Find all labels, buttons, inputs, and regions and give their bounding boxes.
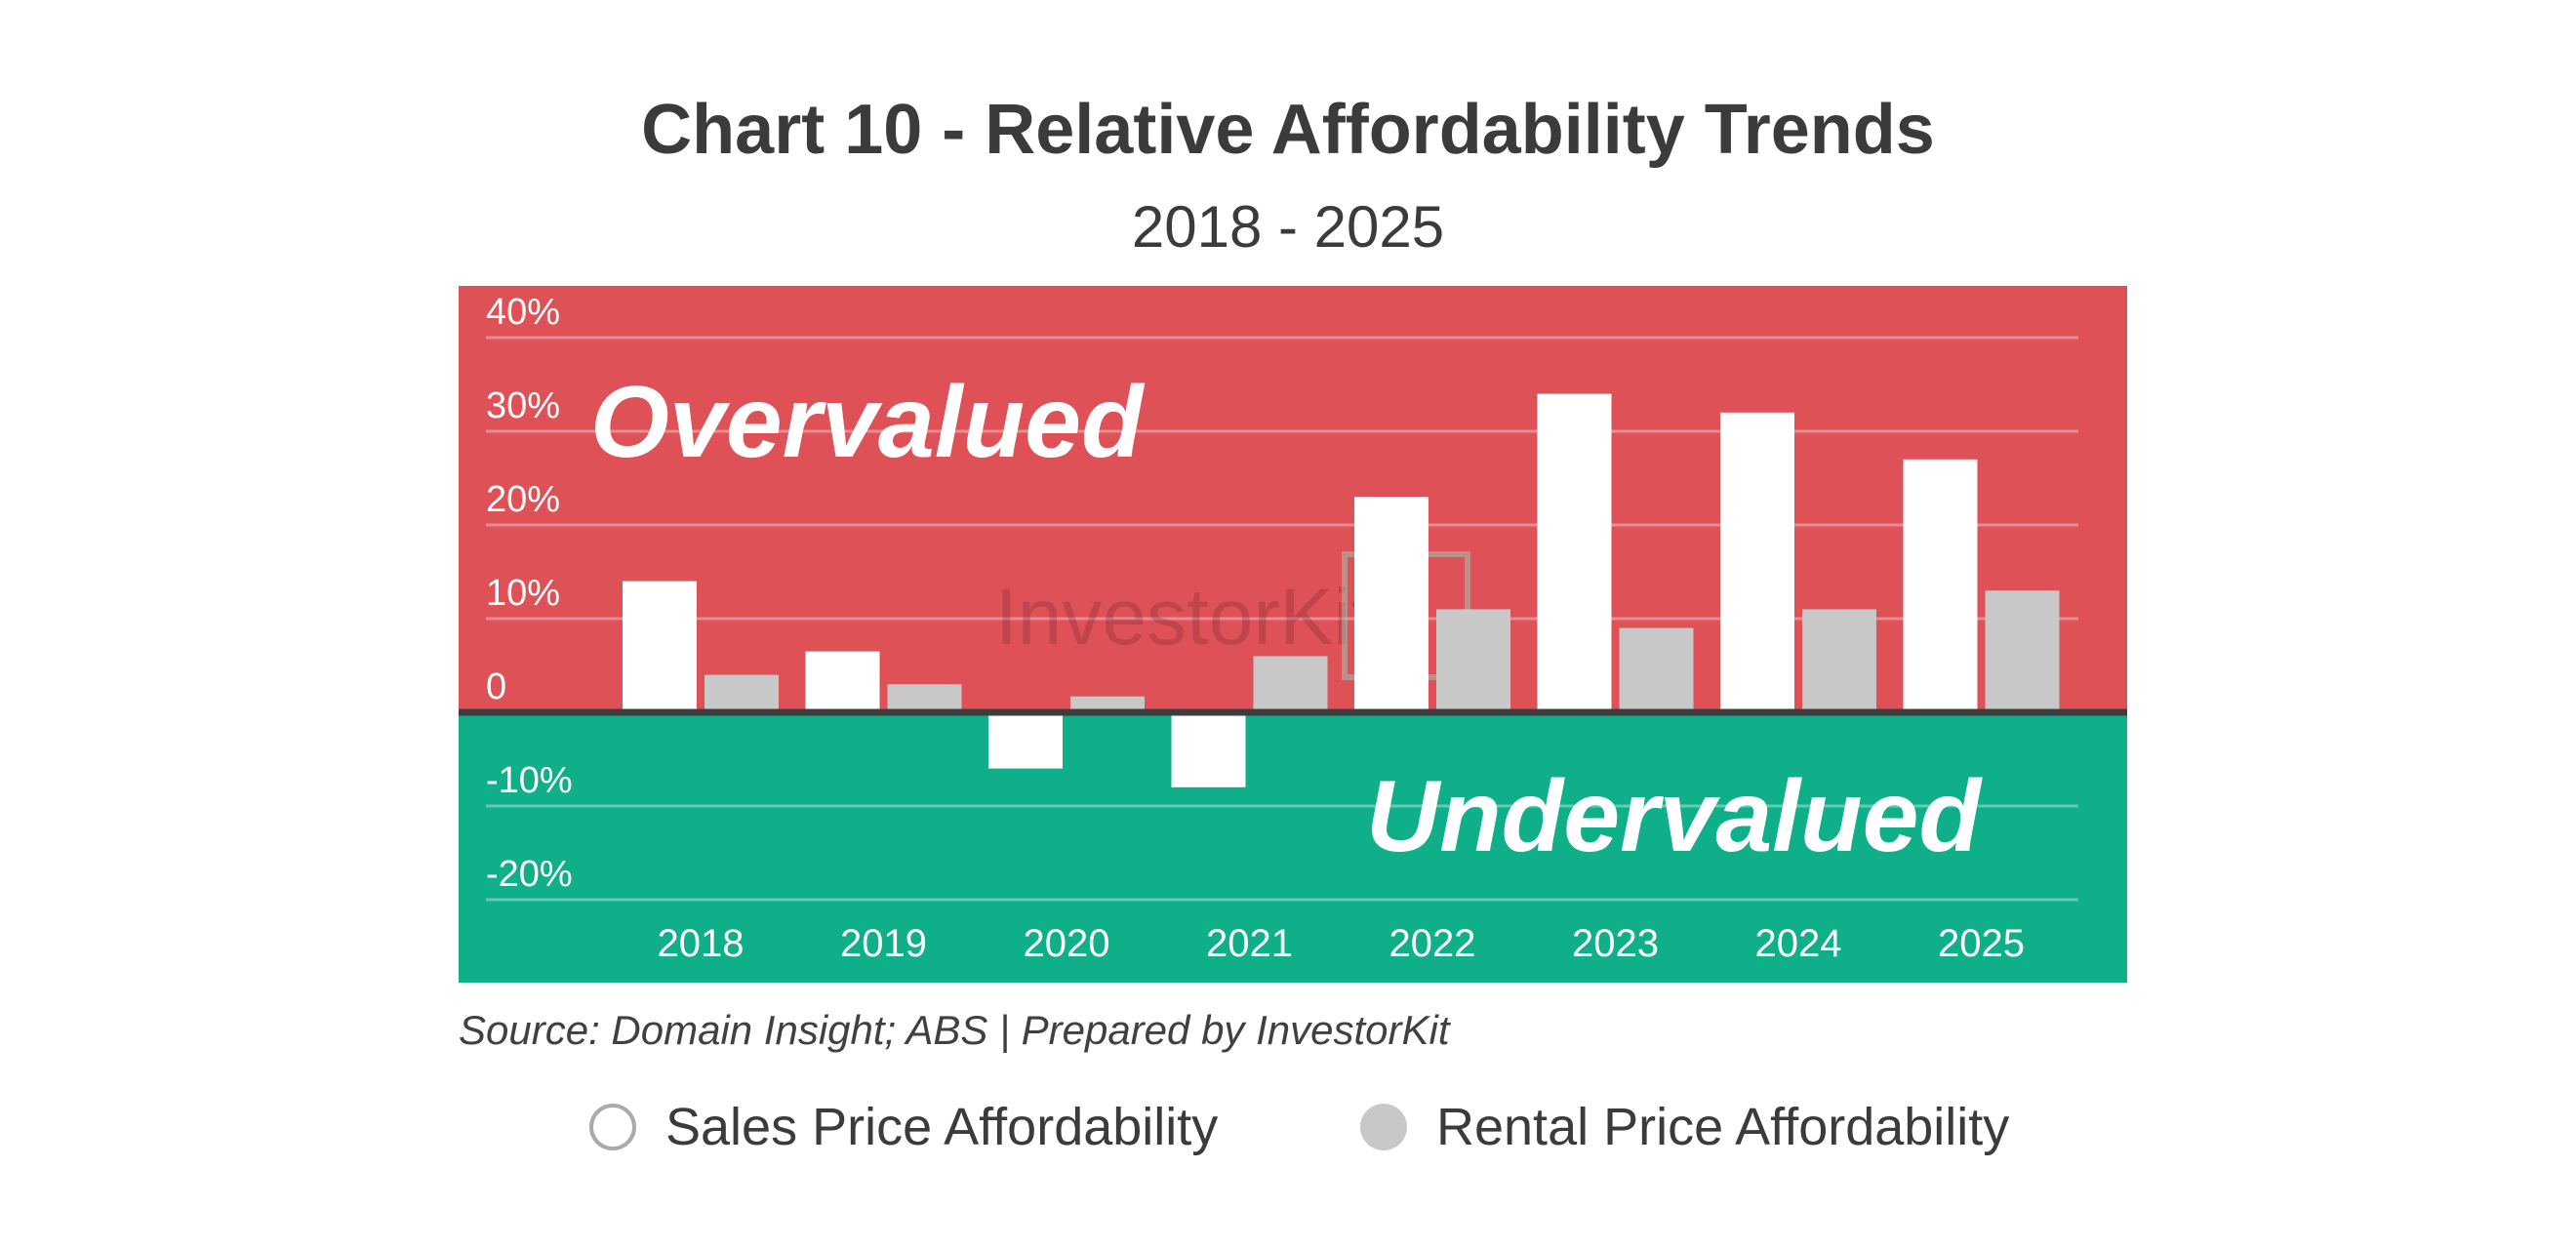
overvalued-label: Overvalued <box>590 366 1146 479</box>
legend-label-sales: Sales Price Affordability <box>665 1098 1219 1156</box>
y-tick-label: 0 <box>486 666 506 707</box>
sales-bar-2023 <box>1537 393 1612 712</box>
rental-bar-2018 <box>704 674 779 712</box>
rental-bar-2019 <box>887 684 962 712</box>
undervalued-label: Undervalued <box>1366 760 1983 873</box>
sales-bar-2020 <box>988 712 1063 769</box>
x-tick-label: 2018 <box>658 922 745 965</box>
rental-bar-2020 <box>1070 696 1145 712</box>
sales-bar-2018 <box>623 581 697 712</box>
circle-filled-icon <box>1360 1104 1407 1150</box>
chart-subtitle: 2018 - 2025 <box>1131 194 1445 260</box>
legend-label-rental: Rental Price Affordability <box>1436 1098 2010 1156</box>
rental-bar-2025 <box>1985 590 2060 712</box>
sales-bar-2024 <box>1720 412 1794 712</box>
rental-bar-2022 <box>1436 609 1510 712</box>
rental-bar-2024 <box>1802 609 1876 712</box>
undervalued-zone <box>459 712 2127 983</box>
y-tick-label: -20% <box>486 854 573 895</box>
y-tick-label: 10% <box>486 573 560 614</box>
x-tick-label: 2019 <box>840 922 927 965</box>
x-tick-label: 2024 <box>1755 922 1842 965</box>
sales-bar-2019 <box>805 651 880 712</box>
rental-bar-2021 <box>1253 656 1328 712</box>
sales-bar-2021 <box>1171 712 1246 787</box>
y-tick-label: 20% <box>486 479 560 520</box>
sales-bar-2025 <box>1903 459 1978 712</box>
legend-item-rental: Rental Price Affordability <box>1360 1093 2009 1161</box>
y-tick-label: -10% <box>486 760 573 801</box>
x-tick-label: 2025 <box>1938 922 2025 965</box>
rental-bar-2023 <box>1619 627 1694 712</box>
legend-item-sales: Sales Price Affordability <box>589 1093 1218 1161</box>
watermark: InvestorKit <box>995 573 1374 662</box>
x-tick-label: 2020 <box>1024 922 1110 965</box>
x-tick-label: 2023 <box>1572 922 1659 965</box>
y-tick-label: 30% <box>486 385 560 426</box>
chart-title: Chart 10 - Relative Affordability Trends <box>641 91 1935 169</box>
sales-bar-2022 <box>1354 497 1429 712</box>
x-tick-label: 2022 <box>1389 922 1476 965</box>
x-tick-label: 2021 <box>1206 922 1293 965</box>
circle-outline-icon <box>589 1104 636 1150</box>
y-tick-label: 40% <box>486 292 560 333</box>
source-note: Source: Domain Insight; ABS | Prepared b… <box>459 1007 1450 1053</box>
